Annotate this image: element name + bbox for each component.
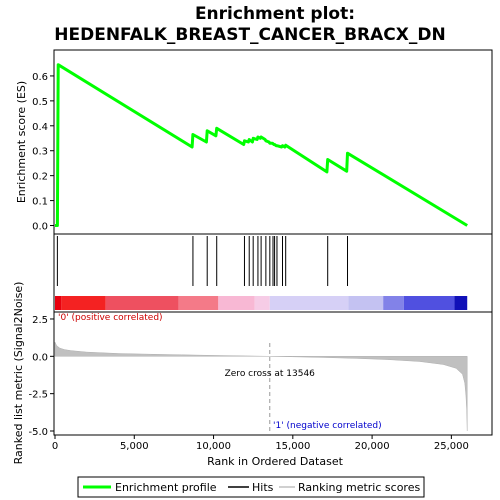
- negative-correlated-label: '1' (negative correlated): [273, 421, 382, 431]
- color-bar-segment: [348, 296, 384, 310]
- x-axis-label: Rank in Ordered Dataset: [207, 455, 344, 468]
- x-tick-label: 20,000: [355, 441, 390, 452]
- legend-box: [77, 476, 425, 498]
- es-y-tick-label: 0.4: [32, 122, 48, 133]
- es-y-tick-label: 0.1: [32, 197, 48, 208]
- ranking-y-ticks: 2.5 0.0 -2.5 -5.0: [28, 315, 54, 438]
- es-y-tick-label: 0.5: [32, 97, 48, 108]
- es-y-tick-label: 0.6: [32, 72, 48, 83]
- es-y-axis-label: Enrichment score (ES): [15, 81, 28, 203]
- enrichment-profile-line: [55, 63, 468, 227]
- es-panel: 0.0 0.1 0.2 0.3 0.4 0.5 0.6 Enrichment score (…: [15, 49, 493, 235]
- chart-title-line2: HEDENFALK_BREAST_CANCER_BRACX_DN: [54, 25, 445, 45]
- color-bar-segment: [403, 296, 455, 310]
- color-bar-segment: [254, 296, 270, 310]
- legend-label-ranking-metric: Ranking metric scores: [298, 481, 420, 494]
- ranking-plot-frame: [53, 311, 493, 436]
- hits-panel: [53, 233, 493, 313]
- hit-lines: [56, 236, 349, 286]
- legend-label-enrichment-profile: Enrichment profile: [115, 481, 217, 494]
- color-bar-segment: [218, 296, 255, 310]
- color-bar-segment: [383, 296, 404, 310]
- ranking-metric-fill: [54, 341, 468, 432]
- x-tick-label: 0: [52, 441, 58, 452]
- x-axis-ticks: 0 5,000 10,000 15,000 20,000 25,000: [52, 435, 469, 452]
- correlation-color-bar: [55, 296, 468, 310]
- color-bar-segment: [61, 296, 106, 310]
- ranking-y-tick-label: 2.5: [32, 315, 48, 326]
- es-y-ticks: 0.0 0.1 0.2 0.3 0.4 0.5 0.6: [32, 72, 54, 233]
- color-bar-segment: [269, 296, 349, 310]
- zero-cross-label: Zero cross at 13546: [225, 369, 316, 379]
- x-tick-label: 5,000: [120, 441, 149, 452]
- ranking-y-tick-label: -5.0: [28, 427, 48, 438]
- ranking-y-tick-label: 0.0: [32, 352, 48, 363]
- enrichment-profile-series: [55, 63, 468, 227]
- color-bar-segment: [178, 296, 219, 310]
- color-bar-segment: [105, 296, 179, 310]
- x-tick-label: 25,000: [434, 441, 469, 452]
- chart-title-line1: Enrichment plot:: [195, 4, 355, 24]
- ranking-panel: 2.5 0.0 -2.5 -5.0 Zero cross at 13546 '0' (…: [12, 282, 493, 465]
- es-y-tick-label: 0.3: [32, 147, 48, 158]
- ranking-metric-area: [54, 341, 468, 432]
- es-y-tick-label: 0.2: [32, 172, 48, 183]
- legend: Enrichment profile Hits Ranking metric s…: [77, 476, 425, 498]
- ranking-y-tick-label: -2.5: [28, 390, 48, 401]
- positive-correlated-label: '0' (positive correlated): [58, 313, 163, 323]
- color-bar-segment: [454, 296, 468, 310]
- color-bar-segment: [55, 296, 62, 310]
- es-y-tick-label: 0.0: [32, 222, 48, 233]
- ranking-y-axis-label: Ranked list metric (Signal2Noise): [12, 282, 25, 465]
- x-tick-label: 10,000: [196, 441, 231, 452]
- x-tick-label: 15,000: [275, 441, 310, 452]
- legend-label-hits: Hits: [252, 481, 274, 494]
